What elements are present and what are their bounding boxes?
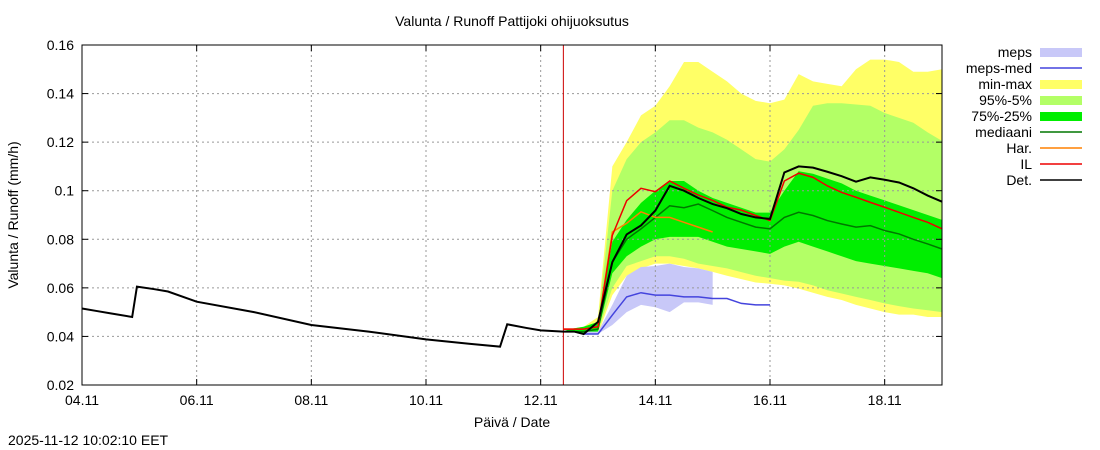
plot-frame xyxy=(81,44,943,386)
legend-swatch-min-max xyxy=(1040,80,1082,89)
x-tick-label: 04.11 xyxy=(65,392,99,408)
x-tick-label: 14.11 xyxy=(638,392,672,408)
legend-label: meps xyxy=(998,44,1032,60)
ticks-layer: 04.11 06.11 08.11 10.11 12.11 14.11 16.11 18.11… xyxy=(47,37,942,408)
x-tick-label: 10.11 xyxy=(409,392,443,408)
y-tick-label: 0.1 xyxy=(55,183,75,199)
band-meps xyxy=(583,263,713,334)
legend: mepsmeps-medmin-max95%-5%75%-25%mediaani… xyxy=(966,44,1082,188)
grid-layer xyxy=(82,45,942,385)
bands-layer xyxy=(563,59,942,335)
y-tick-label: 0.14 xyxy=(47,86,74,102)
x-axis-label: Päivä / Date xyxy=(474,414,550,430)
legend-swatch-95-5 xyxy=(1040,96,1082,105)
y-tick-label: 0.08 xyxy=(47,231,74,247)
x-tick-label: 12.11 xyxy=(524,392,558,408)
band-75-25 xyxy=(563,171,942,334)
y-tick-label: 0.16 xyxy=(47,37,74,53)
legend-label: Har. xyxy=(1006,140,1032,156)
series-il xyxy=(563,172,943,330)
series-meps-med xyxy=(583,291,770,335)
y-tick-label: 0.12 xyxy=(47,134,74,150)
y-axis-label: Valunta / Runoff (mm/h) xyxy=(5,141,21,288)
y-tick-label: 0.04 xyxy=(47,328,74,344)
legend-label: mediaani xyxy=(975,124,1032,140)
x-tick-label: 08.11 xyxy=(294,392,328,408)
x-tick-label: 16.11 xyxy=(753,392,787,408)
legend-swatch-meps xyxy=(1040,48,1082,57)
series-det xyxy=(81,165,943,348)
legend-label: IL xyxy=(1020,156,1032,172)
series-mediaani xyxy=(563,203,943,333)
y-tick-label: 0.06 xyxy=(47,280,74,296)
timestamp: 2025-11-12 10:02:10 EET xyxy=(8,432,169,448)
lines-layer xyxy=(81,45,943,385)
legend-label: min-max xyxy=(978,76,1032,92)
x-tick-label: 06.11 xyxy=(180,392,214,408)
x-tick-label: 18.11 xyxy=(868,392,902,408)
chart-title: Valunta / Runoff Pattijoki ohijuoksutus xyxy=(395,13,629,29)
legend-swatch-75-25 xyxy=(1040,112,1082,121)
legend-label: Det. xyxy=(1006,172,1032,188)
legend-label: 95%-5% xyxy=(979,92,1032,108)
y-tick-label: 0.02 xyxy=(47,377,74,393)
legend-label: meps-med xyxy=(966,60,1032,76)
legend-label: 75%-25% xyxy=(971,108,1032,124)
